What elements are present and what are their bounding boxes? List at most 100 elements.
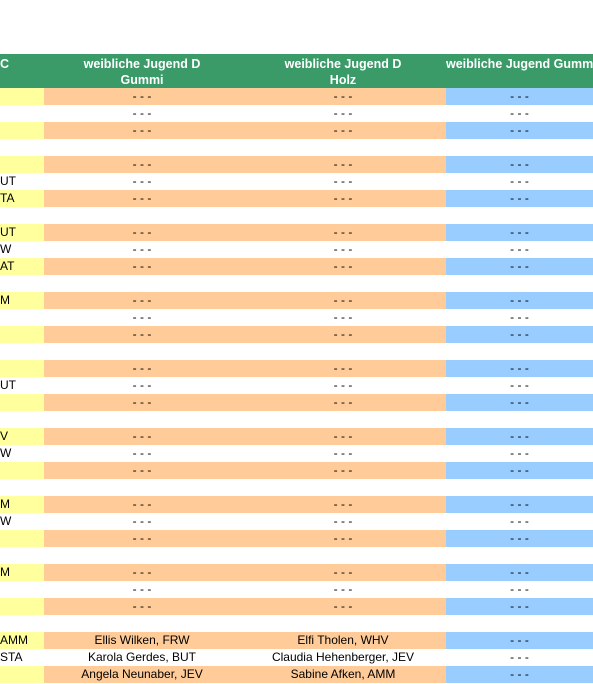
cell-c3: - - - xyxy=(446,462,593,479)
cell-c2: - - - xyxy=(240,428,446,445)
cell-c2: - - - xyxy=(240,360,446,377)
table-row: - - -- - -- - - xyxy=(0,360,593,377)
cell-c1: - - - xyxy=(44,173,240,190)
cell-c2: Sabine Afken, AMM xyxy=(240,666,446,683)
cell-c2: - - - xyxy=(240,581,446,598)
cell-c0: UT xyxy=(0,224,44,241)
table-row: UT - - -- - -- - - xyxy=(0,224,593,241)
table-row: V- - -- - -- - - xyxy=(0,428,593,445)
cell-c3: - - - xyxy=(446,309,593,326)
cell-c0 xyxy=(0,360,44,377)
cell-c3: - - - xyxy=(446,598,593,615)
cell-c1: Karola Gerdes, BUT xyxy=(44,649,240,666)
table-row: W- - -- - -- - - xyxy=(0,445,593,462)
table-row: - - -- - -- - - xyxy=(0,530,593,547)
cell-c3: - - - xyxy=(446,190,593,207)
cell-c2: - - - xyxy=(240,292,446,309)
table-row: AMM Ellis Wilken, FRW Elfi Tholen, WHV - - … xyxy=(0,632,593,649)
cell-c2: - - - xyxy=(240,241,446,258)
cell-c2: - - - xyxy=(240,530,446,547)
group-spacer xyxy=(0,139,593,156)
cell-c1: - - - xyxy=(44,309,240,326)
cell-c1: Angela Neunaber, JEV xyxy=(44,666,240,683)
header-weibliche-jugend-gummi: weibliche Jugend Gummi xyxy=(446,57,593,71)
cell-c3: - - - xyxy=(446,445,593,462)
cell-c1: - - - xyxy=(44,513,240,530)
table-row: - - -- - -- - - xyxy=(0,462,593,479)
cell-c2: - - - xyxy=(240,309,446,326)
table-row: - - -- - -- - - xyxy=(0,326,593,343)
table-row: STA Karola Gerdes, BUT Claudia Hehenberger… xyxy=(0,649,593,666)
cell-c3: - - - xyxy=(446,564,593,581)
table-row: - - -- - -- - - xyxy=(0,581,593,598)
group-spacer xyxy=(0,615,593,632)
cell-c0 xyxy=(0,105,44,122)
cell-c1: - - - xyxy=(44,496,240,513)
cell-c2: - - - xyxy=(240,224,446,241)
cell-c2: - - - xyxy=(240,564,446,581)
cell-c1: - - - xyxy=(44,258,240,275)
group-spacer xyxy=(0,411,593,428)
cell-c1: - - - xyxy=(44,88,240,105)
cell-c0: AT xyxy=(0,258,44,275)
cell-c2: - - - xyxy=(240,258,446,275)
cell-c3: - - - xyxy=(446,530,593,547)
cell-c1: - - - xyxy=(44,394,240,411)
cell-c2: - - - xyxy=(240,394,446,411)
cell-c0: UT xyxy=(0,173,44,190)
cell-c2: - - - xyxy=(240,513,446,530)
cell-c3: - - - xyxy=(446,156,593,173)
group-spacer xyxy=(0,547,593,564)
cell-c2: - - - xyxy=(240,156,446,173)
cell-c3: - - - xyxy=(446,377,593,394)
cell-c3: - - - xyxy=(446,666,593,683)
group-spacer xyxy=(0,275,593,292)
cell-c1: - - - xyxy=(44,462,240,479)
cell-c0 xyxy=(0,309,44,326)
cell-c3: - - - xyxy=(446,105,593,122)
table-row: W- - -- - -- - - xyxy=(0,513,593,530)
table-row: M- - -- - -- - - xyxy=(0,292,593,309)
cell-c0 xyxy=(0,530,44,547)
cell-c3: - - - xyxy=(446,496,593,513)
cell-c0 xyxy=(0,88,44,105)
cell-c1: Ellis Wilken, FRW xyxy=(44,632,240,649)
cell-c3: - - - xyxy=(446,632,593,649)
group-spacer xyxy=(0,207,593,224)
cell-c3: - - - xyxy=(446,292,593,309)
table-row: Angela Neunaber, JEV Sabine Afken, AMM - -… xyxy=(0,666,593,683)
group-spacer xyxy=(0,479,593,496)
cell-c1: - - - xyxy=(44,564,240,581)
cell-c1: - - - xyxy=(44,598,240,615)
header-col0: C xyxy=(0,57,10,71)
cell-c0: W xyxy=(0,241,44,258)
table-row: TA - - -- - -- - - xyxy=(0,190,593,207)
cell-c0 xyxy=(0,581,44,598)
table-row: - - -- - -- - - xyxy=(0,122,593,139)
cell-c1: - - - xyxy=(44,377,240,394)
table-row: - - -- - -- - - xyxy=(0,88,593,105)
cell-c2: - - - xyxy=(240,496,446,513)
table-row: M- - -- - -- - - xyxy=(0,496,593,513)
cell-c3: - - - xyxy=(446,224,593,241)
header-weibliche-jugend-d-gummi: weibliche Jugend D Gummi xyxy=(83,57,201,87)
cell-c1: - - - xyxy=(44,190,240,207)
cell-c1: - - - xyxy=(44,445,240,462)
cell-c2: - - - xyxy=(240,377,446,394)
cell-c3: - - - xyxy=(446,581,593,598)
cell-c1: - - - xyxy=(44,241,240,258)
table-row: - - -- - -- - - xyxy=(0,598,593,615)
cell-c1: - - - xyxy=(44,326,240,343)
cell-c0: UT xyxy=(0,377,44,394)
cell-c3: - - - xyxy=(446,258,593,275)
cell-c3: - - - xyxy=(446,326,593,343)
cell-c2: - - - xyxy=(240,122,446,139)
cell-c3: - - - xyxy=(446,649,593,666)
cell-c1: - - - xyxy=(44,105,240,122)
cell-c0: W xyxy=(0,513,44,530)
table-row: UT - - -- - -- - - xyxy=(0,377,593,394)
cell-c1: - - - xyxy=(44,581,240,598)
cell-c1: - - - xyxy=(44,360,240,377)
table-row: - - -- - -- - - xyxy=(0,156,593,173)
